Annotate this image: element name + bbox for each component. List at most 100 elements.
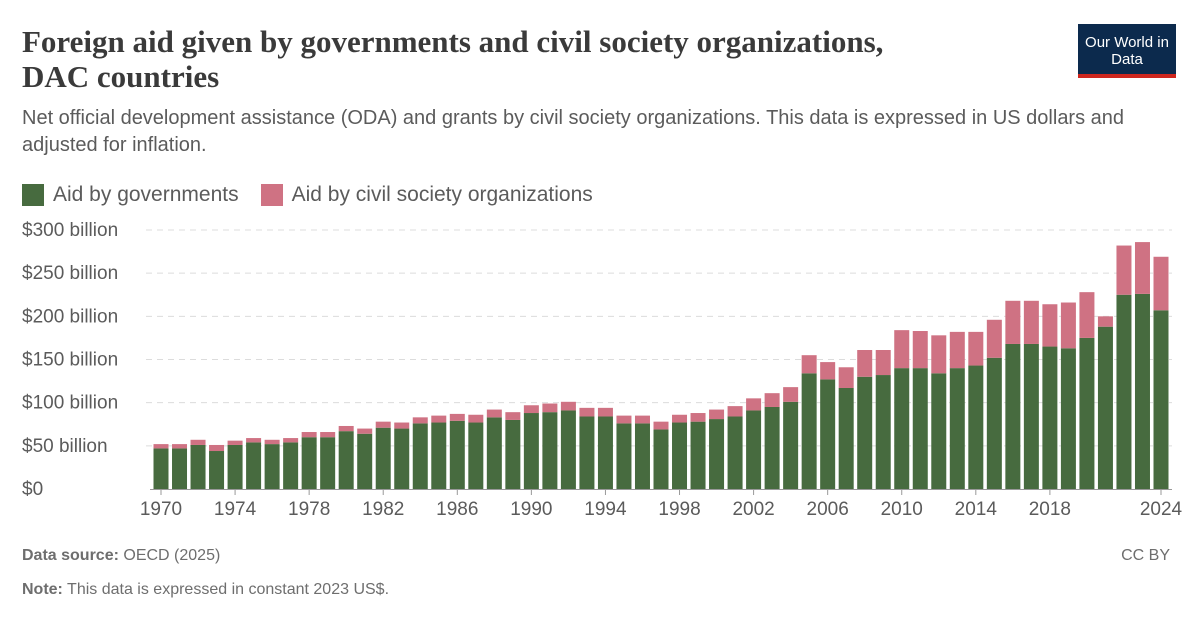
bar-governments-1995[interactable] [616, 423, 632, 489]
bar-governments-1996[interactable] [634, 423, 650, 489]
bar-civil-society-1980[interactable] [338, 425, 354, 432]
bar-civil-society-2004[interactable] [783, 387, 799, 402]
bar-governments-2013[interactable] [949, 368, 965, 489]
bar-governments-1998[interactable] [672, 422, 688, 489]
bar-governments-1979[interactable] [320, 437, 336, 489]
bar-civil-society-2006[interactable] [820, 362, 836, 380]
bar-governments-2011[interactable] [912, 368, 928, 489]
bar-governments-1984[interactable] [412, 423, 428, 489]
bar-civil-society-1976[interactable] [264, 439, 280, 445]
bar-civil-society-2017[interactable] [1023, 300, 1039, 344]
bar-governments-1970[interactable] [153, 448, 169, 489]
bar-civil-society-1977[interactable] [283, 438, 299, 443]
license[interactable]: CC BY [1121, 547, 1170, 564]
bar-governments-1985[interactable] [431, 422, 447, 489]
bar-civil-society-1990[interactable] [523, 405, 539, 414]
bar-governments-2008[interactable] [857, 376, 873, 489]
bar-governments-1978[interactable] [301, 437, 317, 489]
bar-civil-society-1998[interactable] [672, 414, 688, 423]
bar-governments-1991[interactable] [542, 412, 558, 489]
bar-civil-society-2018[interactable] [1042, 304, 1058, 347]
bar-civil-society-1991[interactable] [542, 403, 558, 413]
bar-governments-1976[interactable] [264, 444, 280, 489]
legend-item-governments[interactable]: Aid by governments [22, 183, 239, 207]
bar-governments-2020[interactable] [1079, 337, 1095, 489]
bar-civil-society-1999[interactable] [690, 413, 706, 422]
bar-civil-society-1971[interactable] [172, 444, 188, 449]
bar-governments-2018[interactable] [1042, 346, 1058, 489]
bar-civil-society-1993[interactable] [579, 407, 595, 417]
bar-governments-2002[interactable] [746, 410, 762, 489]
bar-civil-society-1996[interactable] [634, 415, 650, 424]
bar-governments-1977[interactable] [283, 442, 299, 489]
bar-civil-society-1997[interactable] [653, 421, 669, 430]
bar-governments-1975[interactable] [246, 442, 262, 489]
bar-governments-1988[interactable] [486, 417, 502, 489]
bar-governments-1997[interactable] [653, 429, 669, 489]
bar-civil-society-2023[interactable] [1134, 242, 1150, 294]
bar-civil-society-1994[interactable] [597, 407, 613, 417]
bar-governments-1994[interactable] [597, 416, 613, 489]
bar-governments-2022[interactable] [1116, 294, 1132, 489]
bar-civil-society-1972[interactable] [190, 439, 206, 445]
bar-civil-society-2013[interactable] [949, 331, 965, 369]
bar-civil-society-1992[interactable] [560, 401, 576, 411]
bar-governments-1986[interactable] [449, 420, 465, 489]
bar-governments-1971[interactable] [172, 448, 188, 489]
bar-governments-2023[interactable] [1134, 293, 1150, 489]
bar-governments-1974[interactable] [227, 444, 243, 489]
bar-governments-2021[interactable] [1097, 326, 1113, 489]
owid-logo[interactable]: Our World in Data [1078, 24, 1176, 78]
bar-governments-2003[interactable] [764, 406, 780, 489]
bar-civil-society-2007[interactable] [838, 367, 854, 388]
bar-governments-2012[interactable] [931, 373, 947, 489]
bar-governments-1989[interactable] [505, 419, 521, 489]
bar-civil-society-2020[interactable] [1079, 292, 1095, 338]
bar-civil-society-1979[interactable] [320, 432, 336, 438]
bar-civil-society-1982[interactable] [375, 421, 391, 428]
bar-civil-society-1988[interactable] [486, 409, 502, 418]
bar-civil-society-2010[interactable] [894, 330, 910, 369]
bar-civil-society-2012[interactable] [931, 335, 947, 374]
bar-civil-society-1984[interactable] [412, 417, 428, 424]
bar-civil-society-2001[interactable] [727, 406, 743, 417]
bar-governments-2004[interactable] [783, 401, 799, 489]
bar-civil-society-2005[interactable] [801, 355, 817, 374]
bar-civil-society-1995[interactable] [616, 415, 632, 424]
bar-civil-society-1973[interactable] [209, 444, 225, 452]
bar-civil-society-2009[interactable] [875, 350, 891, 376]
bar-governments-2024[interactable] [1153, 310, 1169, 489]
bar-civil-society-1975[interactable] [246, 438, 262, 443]
bar-civil-society-2015[interactable] [986, 319, 1002, 358]
bar-civil-society-1986[interactable] [449, 413, 465, 421]
bar-civil-society-2000[interactable] [709, 409, 725, 420]
bar-governments-2000[interactable] [709, 419, 725, 489]
bar-governments-1983[interactable] [394, 428, 410, 489]
bar-governments-2014[interactable] [968, 365, 984, 489]
bar-governments-2006[interactable] [820, 379, 836, 489]
bar-governments-2009[interactable] [875, 375, 891, 489]
bar-civil-society-1987[interactable] [468, 414, 484, 423]
bar-governments-2017[interactable] [1023, 343, 1039, 489]
bar-governments-1973[interactable] [209, 451, 225, 489]
bar-civil-society-2019[interactable] [1060, 302, 1076, 349]
bar-civil-society-1985[interactable] [431, 415, 447, 423]
bar-civil-society-2008[interactable] [857, 350, 873, 377]
bar-civil-society-2024[interactable] [1153, 256, 1169, 311]
bar-governments-1987[interactable] [468, 422, 484, 489]
bar-civil-society-2003[interactable] [764, 393, 780, 407]
bar-civil-society-1974[interactable] [227, 440, 243, 445]
bar-civil-society-1981[interactable] [357, 428, 373, 434]
bar-civil-society-1978[interactable] [301, 432, 317, 438]
bar-governments-1982[interactable] [375, 427, 391, 489]
bar-civil-society-1983[interactable] [394, 422, 410, 429]
bar-governments-1990[interactable] [523, 413, 539, 489]
bar-civil-society-2016[interactable] [1005, 300, 1021, 344]
bar-civil-society-2022[interactable] [1116, 245, 1132, 295]
bar-civil-society-2002[interactable] [746, 398, 762, 411]
legend-item-civil-society[interactable]: Aid by civil society organizations [260, 183, 593, 207]
bar-governments-2007[interactable] [838, 387, 854, 489]
source-value[interactable]: OECD (2025) [123, 547, 221, 564]
bar-governments-2001[interactable] [727, 416, 743, 489]
bar-governments-2010[interactable] [894, 368, 910, 489]
